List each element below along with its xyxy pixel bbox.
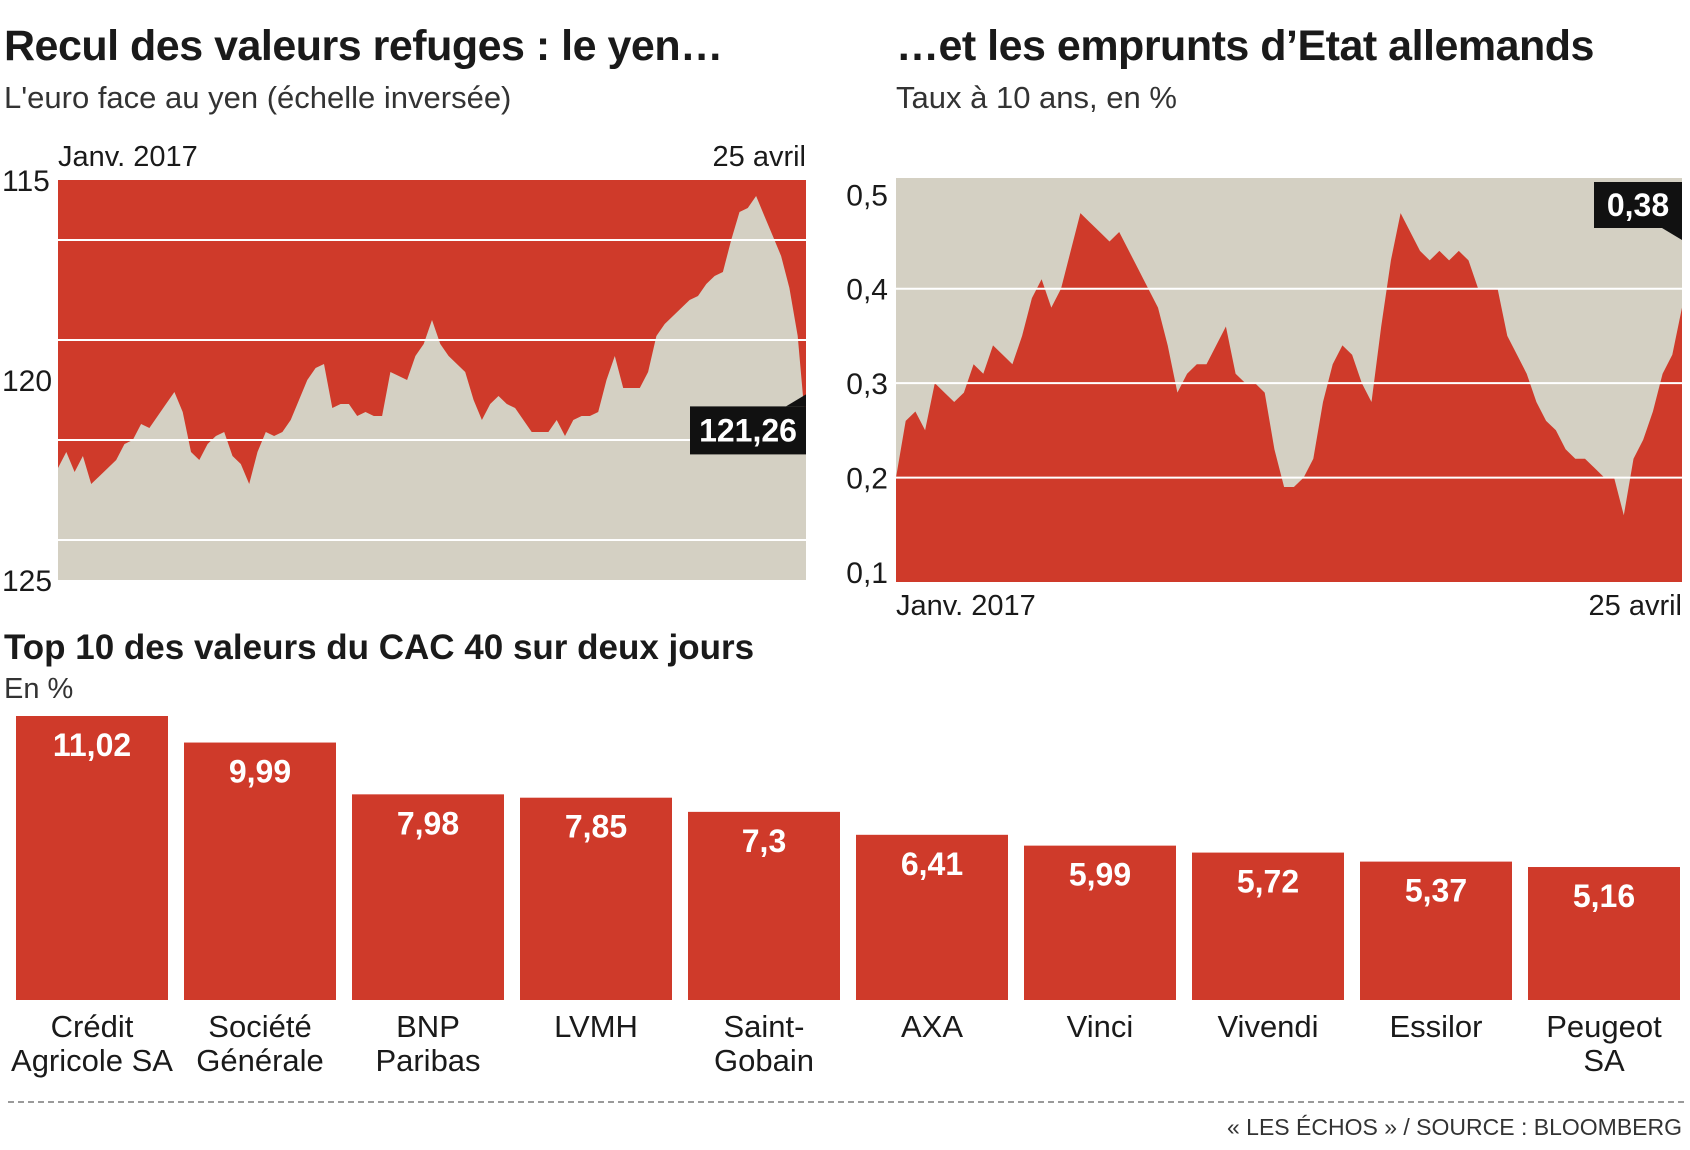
bar — [1024, 845, 1176, 1000]
y-tick-label: 0,3 — [846, 368, 888, 401]
category-label: Gobain — [714, 1043, 814, 1078]
category-label: Paribas — [375, 1043, 480, 1078]
x-start-label: Janv. 2017 — [896, 590, 1036, 622]
x-end-label: 25 avril — [1589, 590, 1683, 622]
dashed-divider — [8, 1101, 1684, 1103]
bar — [1192, 852, 1344, 1000]
y-tick-label: 120 — [2, 365, 52, 398]
bar-value-label: 5,16 — [1573, 878, 1635, 914]
y-tick-label: 0,5 — [846, 179, 888, 212]
source-credit: « LES ÉCHOS » / SOURCE : BLOOMBERG — [1226, 1114, 1682, 1140]
bar — [856, 834, 1008, 1000]
bar — [688, 811, 840, 1000]
right-chart-title: …et les emprunts d’Etat allemands — [896, 22, 1594, 70]
y-tick-label: 125 — [2, 565, 52, 598]
category-label: Générale — [196, 1043, 324, 1078]
category-label: AXA — [901, 1009, 963, 1044]
bar — [184, 742, 336, 1000]
bar-chart-subtitle: En % — [4, 673, 74, 705]
bar-value-label: 7,3 — [742, 823, 786, 859]
category-label: Saint- — [724, 1009, 805, 1044]
y-tick-label: 0,2 — [846, 463, 888, 496]
bar-value-label: 7,98 — [397, 805, 459, 841]
category-label: Société — [208, 1009, 311, 1044]
bar-value-label: 11,02 — [53, 727, 131, 763]
badge-pointer — [786, 394, 806, 407]
category-label: Peugeot — [1546, 1009, 1662, 1044]
x-end-label: 25 avril — [713, 141, 807, 173]
last-value-badge — [690, 406, 806, 455]
y-tick-label: 0,1 — [846, 557, 888, 590]
y-tick-label: 0,4 — [846, 274, 888, 307]
category-label: SA — [1583, 1043, 1625, 1078]
category-label: Vinci — [1067, 1009, 1134, 1044]
right-chart-subtitle: Taux à 10 ans, en % — [896, 80, 1177, 115]
bar-value-label: 6,41 — [901, 846, 963, 882]
category-label: LVMH — [554, 1009, 638, 1044]
bar-value-label: 9,99 — [229, 754, 291, 790]
last-value-label: 0,38 — [1607, 187, 1669, 223]
category-label: Vivendi — [1217, 1009, 1318, 1044]
series-area — [58, 196, 806, 580]
left-chart-title: Recul des valeurs refuges : le yen… — [4, 22, 723, 70]
x-start-label: Janv. 2017 — [58, 141, 198, 173]
bar — [520, 797, 672, 1000]
bar-chart-title: Top 10 des valeurs du CAC 40 sur deux jo… — [4, 628, 755, 667]
bar — [16, 716, 168, 1000]
y-tick-label: 115 — [2, 165, 50, 198]
badge-pointer — [1662, 228, 1682, 240]
bar-value-label: 7,85 — [565, 809, 627, 845]
last-value-badge — [1594, 182, 1682, 228]
last-value-label: 121,26 — [699, 412, 797, 448]
bar — [352, 794, 504, 1000]
bar-value-label: 5,99 — [1069, 857, 1131, 893]
bar — [1528, 867, 1680, 1000]
bar-value-label: 5,37 — [1405, 873, 1467, 909]
category-label: Essilor — [1389, 1009, 1482, 1044]
bar-value-label: 5,72 — [1237, 864, 1299, 900]
yen-chart: 115 120 125 Janv. 2017 25 avril 121,26 — [2, 141, 807, 598]
category-label: Agricole SA — [11, 1043, 173, 1078]
series-area — [896, 213, 1682, 582]
category-label: BNP — [396, 1009, 460, 1044]
category-label: Crédit — [51, 1009, 134, 1044]
bar — [1360, 861, 1512, 1000]
left-chart-subtitle: L'euro face au yen (échelle inversée) — [4, 80, 512, 115]
